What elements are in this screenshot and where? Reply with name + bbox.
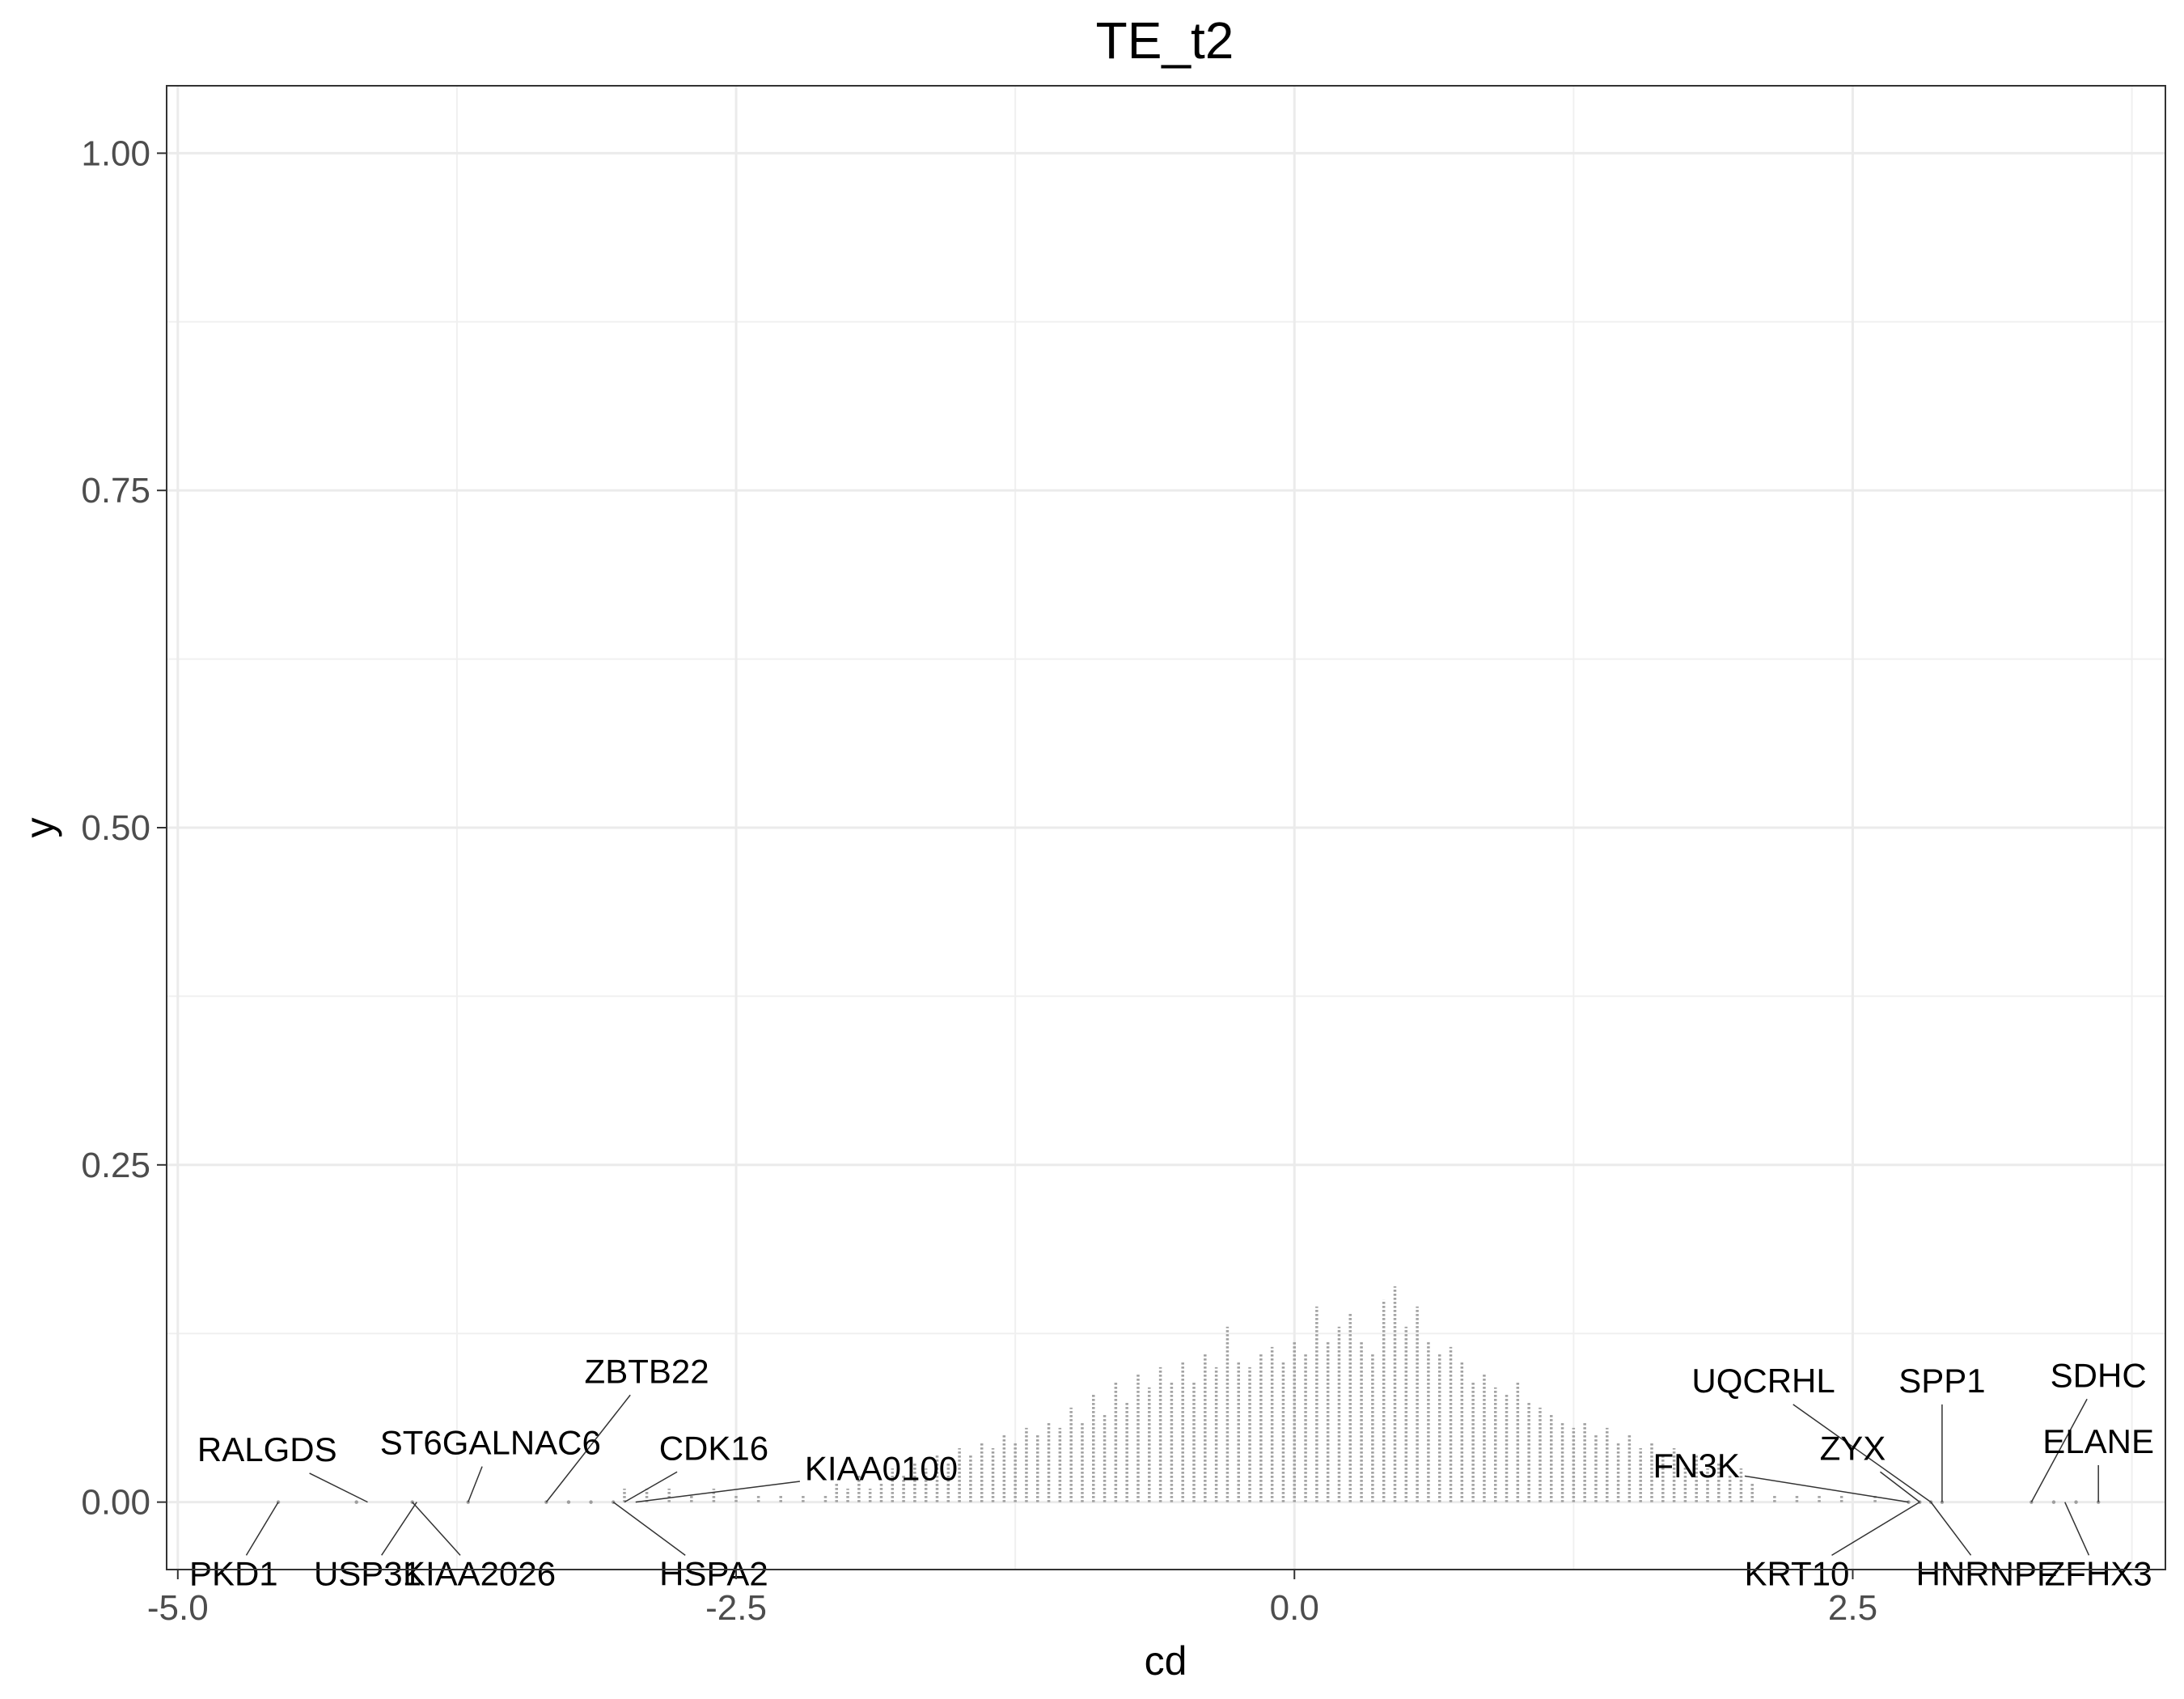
gene-label: RALGDS <box>197 1430 337 1468</box>
data-point <box>2074 1500 2078 1504</box>
gene-label: CDK16 <box>659 1429 768 1467</box>
leader-line <box>1792 1404 1932 1503</box>
leader-line <box>381 1502 417 1556</box>
gene-label: USP31 <box>314 1554 421 1592</box>
dot-columns <box>623 1286 1877 1502</box>
x-axis-ticks: -5.0 -2.5 0.0 2.5 <box>147 1570 1877 1628</box>
leader-line <box>624 1471 678 1503</box>
leader-line <box>309 1472 368 1503</box>
data-point <box>354 1500 358 1504</box>
gene-label: SDHC <box>2051 1356 2147 1394</box>
chart-title: TE_t2 <box>1096 11 1234 70</box>
gene-label: KRT10 <box>1744 1554 1849 1592</box>
gene-label: PKD1 <box>189 1554 278 1592</box>
leader-line <box>1744 1475 1909 1503</box>
leader-line <box>1930 1502 1972 1556</box>
data-point <box>589 1500 593 1504</box>
y-tick-label: 0.25 <box>81 1146 150 1185</box>
leader-line <box>2030 1398 2088 1502</box>
data-point <box>1940 1500 1945 1504</box>
x-tick-label: 2.5 <box>1828 1588 1877 1628</box>
gene-labels: PKD1 RALGDS USP31 ST6GALNAC6 KIAA2026 ZBTB22 C… <box>189 1352 2154 1592</box>
leader-line <box>545 1394 631 1503</box>
data-point <box>1907 1500 1911 1504</box>
gene-label: ZBTB22 <box>585 1352 709 1390</box>
grid-major-lines <box>167 86 2165 1570</box>
leader-line <box>2064 1502 2090 1556</box>
leader-line <box>245 1502 279 1556</box>
gene-label: HNRNPF <box>1916 1554 2058 1592</box>
y-axis-ticks: 0.00 0.25 0.50 0.75 1.00 <box>81 133 167 1523</box>
y-tick-label: 0.00 <box>81 1483 150 1523</box>
gene-label: ZYX <box>1820 1429 1886 1467</box>
y-tick-label: 0.50 <box>81 808 150 848</box>
gene-label: HSPA2 <box>659 1554 768 1592</box>
data-point <box>2096 1500 2101 1504</box>
x-tick-label: -5.0 <box>147 1588 209 1628</box>
leader-line <box>468 1466 483 1502</box>
x-axis-label: cd <box>1145 1638 1187 1684</box>
label-leader-lines <box>245 1394 2099 1556</box>
leader-line <box>1880 1471 1920 1503</box>
gene-label: FN3K <box>1653 1447 1740 1485</box>
x-tick-label: -2.5 <box>705 1588 767 1628</box>
gene-label: KIAA0100 <box>805 1449 958 1487</box>
leader-line <box>635 1481 801 1503</box>
gene-label: KIAA2026 <box>403 1554 556 1592</box>
gene-label: ELANE <box>2042 1422 2154 1460</box>
gene-label: SPP1 <box>1898 1362 1985 1400</box>
leader-line <box>1831 1501 1920 1556</box>
data-point <box>2051 1500 2056 1504</box>
gene-label: ZFHX3 <box>2045 1554 2152 1592</box>
x-tick-label: 0.0 <box>1270 1588 1319 1628</box>
data-point <box>566 1500 571 1504</box>
gene-label: UQCRHL <box>1691 1362 1835 1400</box>
leader-line <box>412 1502 461 1556</box>
y-tick-label: 0.75 <box>81 471 150 511</box>
gene-label: ST6GALNAC6 <box>380 1424 601 1462</box>
leader-line <box>612 1502 686 1556</box>
y-tick-label: 1.00 <box>81 133 150 173</box>
y-axis-label: y <box>17 818 62 838</box>
